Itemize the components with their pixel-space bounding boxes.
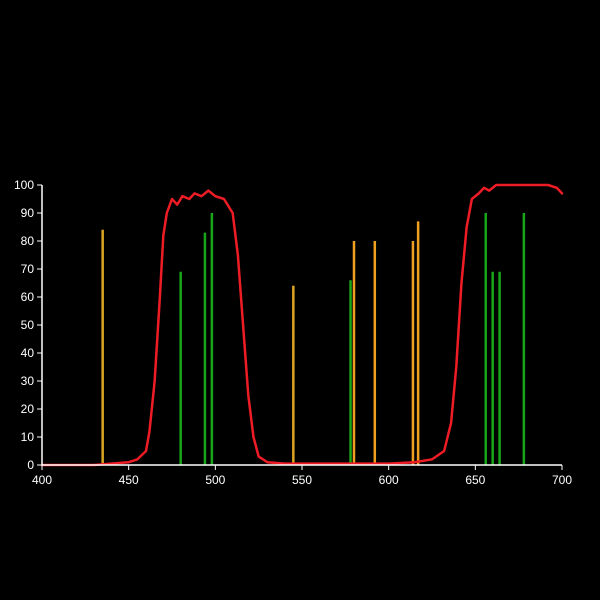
y-tick-label: 90 bbox=[21, 206, 35, 220]
y-tick-label: 60 bbox=[21, 290, 35, 304]
y-tick-label: 40 bbox=[21, 346, 35, 360]
x-tick-label: 400 bbox=[32, 473, 52, 487]
y-tick-label: 20 bbox=[21, 402, 35, 416]
x-tick-label: 500 bbox=[205, 473, 225, 487]
chart-background bbox=[0, 0, 600, 600]
y-tick-label: 80 bbox=[21, 234, 35, 248]
x-tick-label: 650 bbox=[465, 473, 485, 487]
y-tick-label: 30 bbox=[21, 374, 35, 388]
y-tick-label: 50 bbox=[21, 318, 35, 332]
x-tick-label: 550 bbox=[292, 473, 312, 487]
y-tick-label: 0 bbox=[27, 458, 34, 472]
chart-svg: 0 10 20 30 40 50 60 70 80 90 100 400 450 500 550 600 650… bbox=[0, 0, 600, 600]
x-tick-label: 700 bbox=[552, 473, 572, 487]
x-tick-label: 450 bbox=[119, 473, 139, 487]
y-tick-label: 70 bbox=[21, 262, 35, 276]
spectral-chart: 0 10 20 30 40 50 60 70 80 90 100 400 450 500 550 600 650… bbox=[0, 0, 600, 600]
y-tick-label: 10 bbox=[21, 430, 35, 444]
y-tick-label: 100 bbox=[14, 178, 34, 192]
x-tick-label: 600 bbox=[379, 473, 399, 487]
